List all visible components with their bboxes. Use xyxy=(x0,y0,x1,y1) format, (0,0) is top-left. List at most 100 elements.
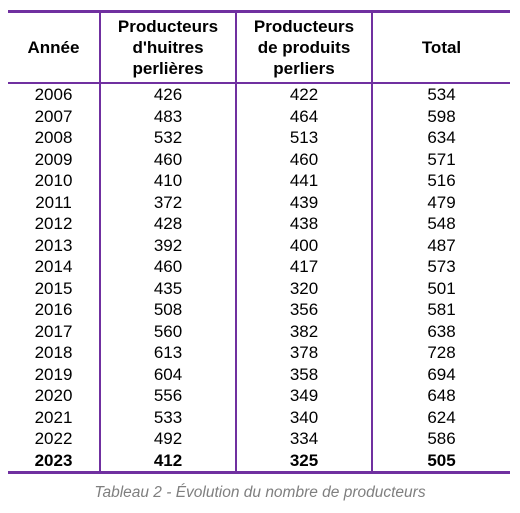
cell-year: 2018 xyxy=(34,343,73,362)
cell-oyster-producers: 560 xyxy=(99,320,236,342)
cell-year: 2013 xyxy=(34,235,73,255)
cell-oyster-producers: 604 xyxy=(99,363,236,385)
header-row: Année Producteurs d'huitres perlières Pr… xyxy=(8,10,510,84)
header-total: Total xyxy=(371,10,510,84)
table-row: 2007 483 464 598 xyxy=(8,105,510,127)
producers-table: Année Producteurs d'huitres perlières Pr… xyxy=(8,10,510,474)
cell-product-producers: 438 xyxy=(235,213,372,235)
header-product-producers: Producteurs de produits perliers xyxy=(235,10,372,84)
table-row: 2019 604 358 694 xyxy=(8,363,510,385)
cell-year: 2009 xyxy=(34,149,73,169)
cell-oyster-producers: 426 xyxy=(99,83,236,106)
cell-oyster-producers: 412 xyxy=(99,449,236,474)
table-row: 2014 460 417 573 xyxy=(8,256,510,278)
cell-total: 571 xyxy=(371,148,510,170)
cell-total: 634 xyxy=(371,127,510,149)
table-row: 2011 372 439 479 xyxy=(8,191,510,213)
cell-total: 479 xyxy=(371,191,510,213)
table-row: 2012 428 438 548 xyxy=(8,213,510,235)
cell-total: 534 xyxy=(371,83,510,106)
cell-product-producers: 439 xyxy=(235,191,372,213)
cell-oyster-producers: 532 xyxy=(99,127,236,149)
cell-year: 2019 xyxy=(34,364,73,384)
cell-oyster-producers: 460 xyxy=(99,148,236,170)
cell-oyster-producers: 392 xyxy=(99,234,236,256)
producers-table-container: Année Producteurs d'huitres perlières Pr… xyxy=(8,10,510,474)
table-body: 2006 426 422 534 2007 483 464 598 2008 532 513 634 2… xyxy=(8,83,510,474)
cell-product-producers: 356 xyxy=(235,299,372,321)
cell-year: 2021 xyxy=(34,407,73,427)
cell-total: 548 xyxy=(371,213,510,235)
table-row: 2008 532 513 634 xyxy=(8,127,510,149)
table-row: 2010 410 441 516 xyxy=(8,170,510,192)
cell-total: 648 xyxy=(371,385,510,407)
cell-year: 2010 xyxy=(34,171,73,190)
cell-total: 624 xyxy=(371,406,510,428)
header-oyster-line-3: perlières xyxy=(132,59,204,78)
cell-oyster-producers: 428 xyxy=(99,213,236,235)
cell-product-producers: 460 xyxy=(235,148,372,170)
table-row: 2023 412 325 505 xyxy=(8,449,510,474)
cell-year: 2016 xyxy=(34,300,73,319)
cell-product-producers: 349 xyxy=(235,385,372,407)
cell-total: 505 xyxy=(371,449,510,474)
header-total-label: Total xyxy=(421,38,462,57)
cell-product-producers: 400 xyxy=(235,234,372,256)
cell-product-producers: 325 xyxy=(235,449,372,474)
header-products-line-3: perliers xyxy=(273,59,335,78)
table-row: 2006 426 422 534 xyxy=(8,83,510,106)
cell-product-producers: 441 xyxy=(235,170,372,192)
cell-product-producers: 417 xyxy=(235,256,372,278)
cell-year: 2022 xyxy=(34,429,73,448)
cell-total: 598 xyxy=(371,105,510,127)
cell-oyster-producers: 556 xyxy=(99,385,236,407)
cell-product-producers: 320 xyxy=(235,277,372,299)
cell-product-producers: 340 xyxy=(235,406,372,428)
cell-year: 2020 xyxy=(34,386,73,405)
cell-total: 581 xyxy=(371,299,510,321)
table-row: 2020 556 349 648 xyxy=(8,385,510,407)
cell-year: 2008 xyxy=(34,128,73,147)
cell-year: 2007 xyxy=(34,106,73,126)
table-caption: Tableau 2 - Évolution du nombre de produ… xyxy=(94,484,426,501)
cell-oyster-producers: 483 xyxy=(99,105,236,127)
table-row: 2021 533 340 624 xyxy=(8,406,510,428)
header-oyster-producers: Producteurs d'huitres perlières xyxy=(99,10,236,84)
cell-total: 586 xyxy=(371,428,510,450)
cell-product-producers: 378 xyxy=(235,342,372,364)
cell-oyster-producers: 613 xyxy=(99,342,236,364)
cell-year: 2017 xyxy=(34,321,73,341)
cell-product-producers: 358 xyxy=(235,363,372,385)
cell-total: 516 xyxy=(371,170,510,192)
cell-product-producers: 464 xyxy=(235,105,372,127)
cell-year: 2006 xyxy=(34,85,73,104)
table-row: 2013 392 400 487 xyxy=(8,234,510,256)
cell-total: 638 xyxy=(371,320,510,342)
cell-product-producers: 334 xyxy=(235,428,372,450)
header-oyster-line-2: d'huitres xyxy=(132,38,204,57)
cell-total: 694 xyxy=(371,363,510,385)
cell-oyster-producers: 435 xyxy=(99,277,236,299)
cell-oyster-producers: 372 xyxy=(99,191,236,213)
cell-product-producers: 382 xyxy=(235,320,372,342)
table-row: 2022 492 334 586 xyxy=(8,428,510,450)
header-products-line-2: de produits xyxy=(257,38,351,57)
cell-year: 2014 xyxy=(34,257,73,276)
cell-total: 573 xyxy=(371,256,510,278)
header-oyster-line-1: Producteurs xyxy=(117,17,219,36)
cell-total: 728 xyxy=(371,342,510,364)
table-row: 2016 508 356 581 xyxy=(8,299,510,321)
header-year-label: Année xyxy=(27,38,80,57)
header-products-line-1: Producteurs xyxy=(253,17,355,36)
cell-product-producers: 422 xyxy=(235,83,372,106)
cell-year: 2015 xyxy=(34,278,73,298)
cell-year: 2023 xyxy=(8,449,100,474)
table-row: 2018 613 378 728 xyxy=(8,342,510,364)
table-row: 2017 560 382 638 xyxy=(8,320,510,342)
table-row: 2015 435 320 501 xyxy=(8,277,510,299)
cell-total: 501 xyxy=(371,277,510,299)
cell-product-producers: 513 xyxy=(235,127,372,149)
cell-oyster-producers: 533 xyxy=(99,406,236,428)
cell-oyster-producers: 492 xyxy=(99,428,236,450)
cell-oyster-producers: 460 xyxy=(99,256,236,278)
